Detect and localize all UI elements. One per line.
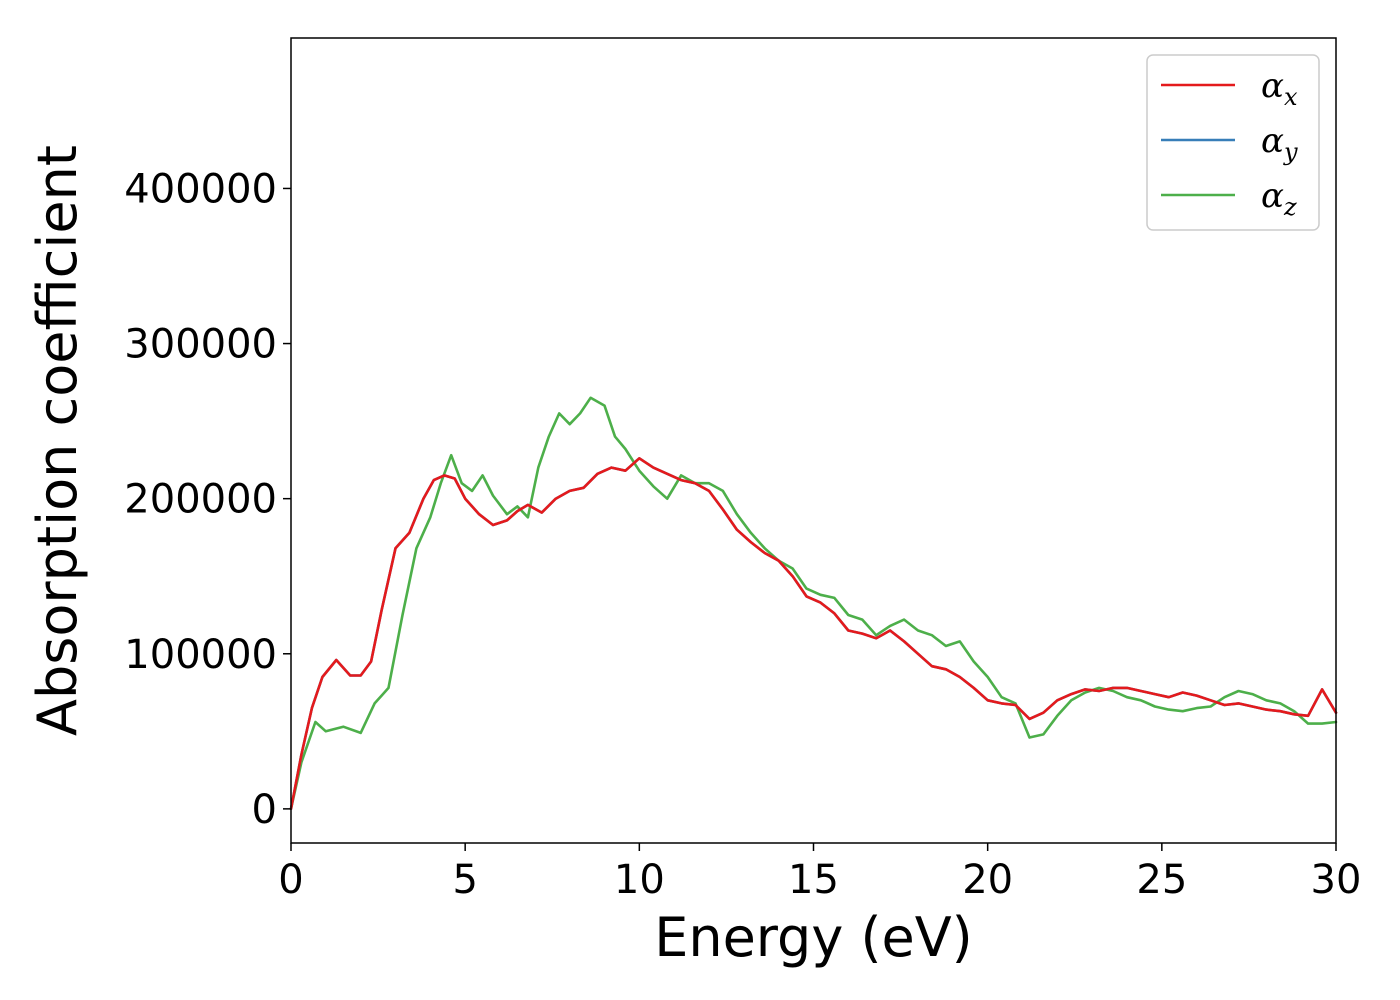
x-tick-label: 20 [962, 857, 1013, 903]
x-tick-label: 15 [788, 857, 839, 903]
y-tick-label: 400000 [124, 166, 277, 212]
legend-label-z: αz [1261, 176, 1297, 221]
y-tick-label: 300000 [124, 322, 277, 368]
series-line-x [289, 457, 1338, 811]
y-tick-label: 100000 [124, 632, 277, 678]
x-axis-title: Energy (eV) [654, 906, 973, 969]
y-tick-label: 200000 [124, 477, 277, 523]
series-line-z [289, 396, 1338, 811]
x-tick-label: 5 [452, 857, 477, 903]
y-axis-title: Absorption coefficient [26, 145, 89, 736]
x-tick-label: 30 [1311, 857, 1362, 903]
x-tick-label: 25 [1136, 857, 1187, 903]
legend-box [1146, 54, 1320, 231]
legend-subscript: y [1283, 138, 1298, 166]
x-tick-label: 10 [614, 857, 665, 903]
x-tick-label: 0 [278, 857, 303, 903]
legend-label-y: αy [1261, 121, 1298, 166]
series-line-y [289, 457, 1338, 811]
legend-label-x: αx [1261, 66, 1298, 111]
y-tick-label: 0 [252, 787, 277, 833]
legend-subscript: z [1283, 193, 1297, 221]
legend-symbol: α [1261, 121, 1284, 161]
legend-symbol: α [1261, 176, 1284, 216]
legend-subscript: x [1284, 83, 1298, 111]
axis-ticks: 0 5 10 15 20 25 30 0 100000 200000 300000 400000 [124, 166, 1361, 903]
series-layer [289, 396, 1338, 811]
legend-symbol: α [1261, 66, 1284, 106]
